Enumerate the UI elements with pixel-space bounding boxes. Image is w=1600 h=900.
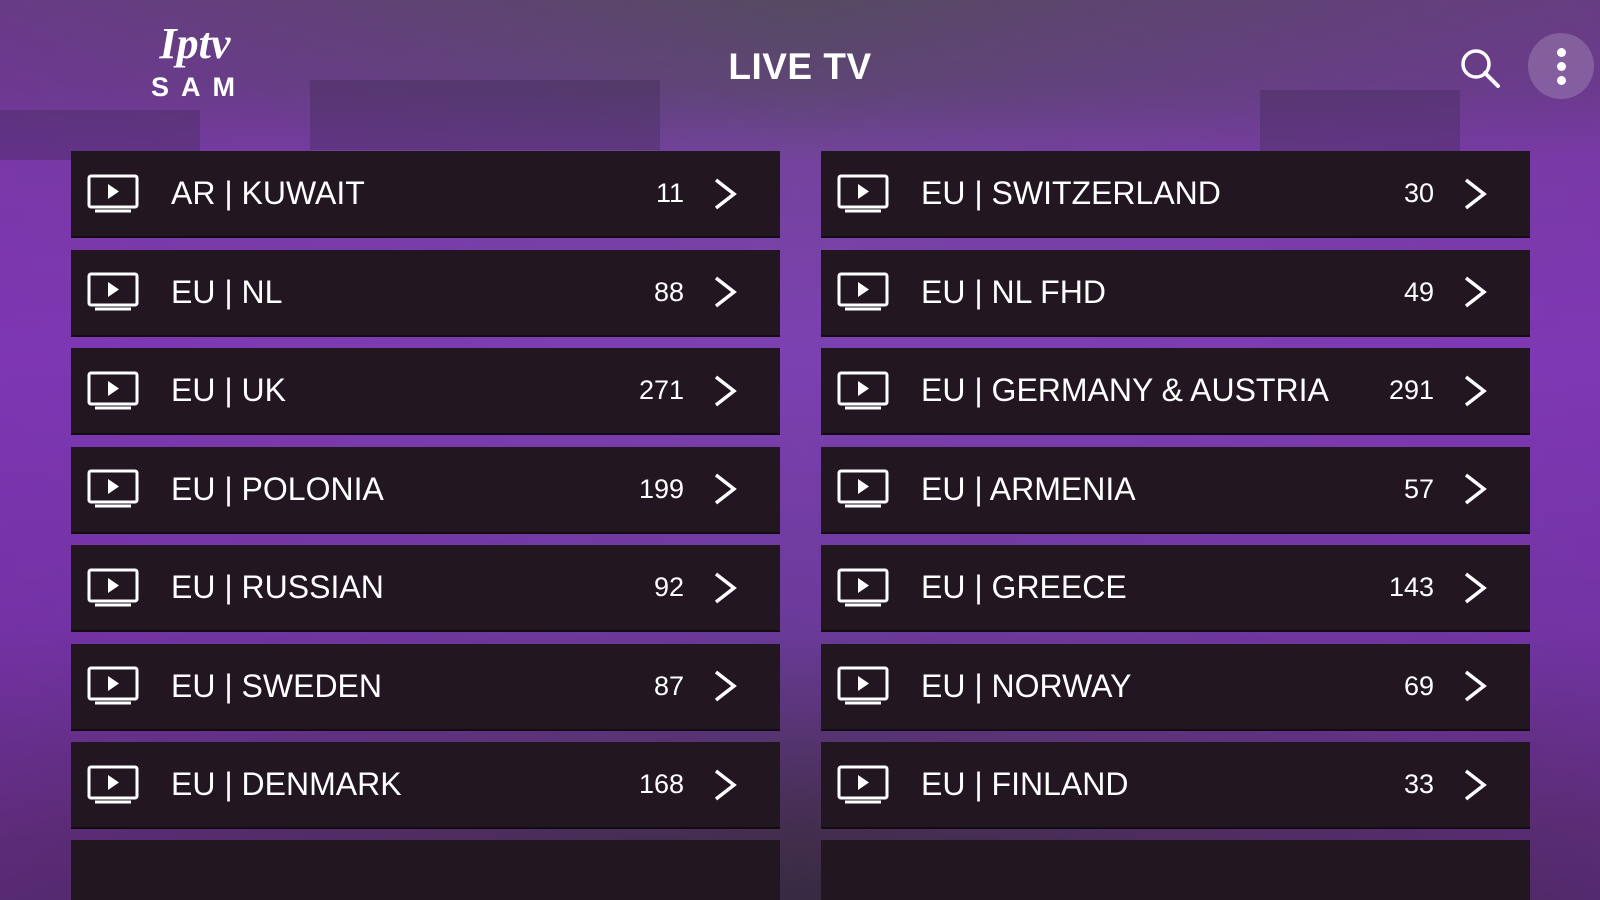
category-row[interactable]: EU | SWITZERLAND 30 [821, 151, 1530, 238]
logo-name: SAM [151, 72, 247, 102]
tv-play-icon [837, 469, 889, 508]
chevron-right-icon [714, 375, 737, 406]
chevron-right-icon [714, 670, 737, 702]
category-row[interactable]: EU | NL 88 [71, 249, 780, 337]
channel-count: 69 [1403, 670, 1434, 701]
category-label: EU | SWEDEN [171, 667, 382, 704]
category-row[interactable]: EU | GERMANY & AUSTRIA 291 [821, 348, 1530, 435]
category-row[interactable]: EU | POLONIA 199 [71, 446, 780, 534]
category-label: EU | UK [171, 372, 286, 408]
category-label: EU | NL [171, 273, 283, 310]
tv-play-icon [87, 469, 139, 508]
more-options-button[interactable] [1528, 33, 1594, 99]
partial-row-right [821, 840, 1530, 900]
channel-count: 271 [638, 375, 684, 405]
category-label: EU | FINLAND [921, 766, 1129, 802]
channel-count: 291 [1388, 375, 1434, 405]
chevron-right-icon [1464, 473, 1487, 505]
channel-count: 57 [1403, 473, 1434, 504]
tv-play-icon [837, 765, 889, 803]
category-label: EU | ARMENIA [921, 470, 1136, 507]
tv-play-icon [87, 371, 139, 409]
category-row[interactable]: EU | FINLAND 33 [821, 742, 1530, 829]
channel-count: 92 [653, 572, 684, 602]
channel-count: 33 [1403, 769, 1434, 799]
category-label: EU | DENMARK [171, 766, 402, 802]
chevron-right-icon [714, 572, 737, 603]
category-row[interactable]: EU | ARMENIA 57 [821, 446, 1530, 534]
chevron-right-icon [714, 178, 737, 209]
chevron-right-icon [714, 769, 737, 800]
tv-play-icon [837, 272, 889, 311]
dot [1556, 47, 1566, 57]
category-row[interactable]: AR | KUWAIT 11 [71, 151, 780, 238]
category-row[interactable]: EU | NORWAY 69 [821, 643, 1530, 731]
chevron-right-icon [1464, 670, 1487, 702]
channel-count: 87 [653, 670, 684, 701]
chevron-right-icon [1464, 769, 1487, 800]
category-label: EU | SWITZERLAND [921, 175, 1221, 211]
chevron-right-icon [1464, 375, 1487, 406]
tv-play-icon [87, 174, 139, 212]
tv-play-icon [87, 568, 139, 606]
chevron-right-icon [714, 276, 737, 308]
tv-play-icon [837, 371, 889, 409]
channel-count: 168 [638, 769, 684, 799]
category-row[interactable]: EU | NL FHD 49 [821, 249, 1530, 337]
channel-count: 11 [655, 178, 684, 208]
page-title: LIVE TV [728, 46, 872, 87]
search-icon[interactable] [1458, 46, 1502, 90]
dot [1556, 75, 1566, 85]
category-label: EU | NORWAY [921, 667, 1132, 704]
category-row[interactable]: EU | GREECE 143 [821, 545, 1530, 632]
app-logo: Iptv SAM [140, 20, 250, 103]
tv-play-icon [87, 765, 139, 803]
category-label: EU | POLONIA [171, 470, 384, 507]
category-label: EU | RUSSIAN [171, 569, 384, 605]
channel-count: 30 [1403, 178, 1434, 208]
category-label: EU | GREECE [921, 569, 1127, 605]
dot [1556, 61, 1566, 71]
category-row[interactable]: EU | DENMARK 168 [71, 742, 780, 829]
tv-play-icon [837, 568, 889, 606]
chevron-right-icon [1464, 572, 1487, 603]
category-row[interactable]: EU | UK 271 [71, 348, 780, 435]
channel-count: 88 [653, 276, 684, 307]
chevron-right-icon [1464, 178, 1487, 209]
category-label: EU | NL FHD [921, 273, 1106, 310]
background-building [310, 80, 660, 150]
tv-play-icon [837, 666, 889, 705]
category-label: AR | KUWAIT [171, 175, 365, 211]
background-building [1260, 90, 1460, 160]
category-label: EU | GERMANY & AUSTRIA [921, 372, 1329, 408]
chevron-right-icon [714, 473, 737, 505]
partial-row-left [71, 840, 780, 900]
tv-play-icon [87, 666, 139, 705]
channel-count: 143 [1388, 572, 1434, 602]
chevron-right-icon [1464, 276, 1487, 308]
logo-script: Iptv [159, 19, 231, 68]
tv-play-icon [87, 272, 139, 311]
category-row[interactable]: EU | RUSSIAN 92 [71, 545, 780, 632]
tv-play-icon [837, 174, 889, 212]
category-row[interactable]: EU | SWEDEN 87 [71, 643, 780, 731]
channel-count: 199 [638, 473, 684, 504]
channel-count: 49 [1403, 276, 1434, 307]
